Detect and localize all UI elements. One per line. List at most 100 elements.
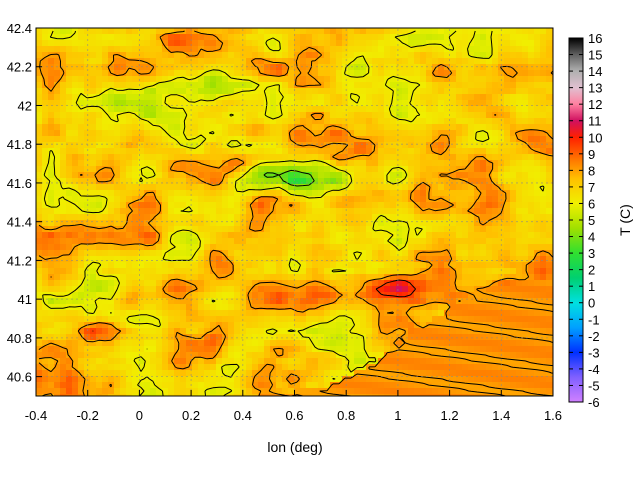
heat-cell — [528, 226, 535, 233]
heat-cell — [522, 100, 529, 107]
heat-cell — [288, 364, 295, 371]
heat-cell — [204, 40, 211, 47]
heat-cell — [312, 28, 319, 35]
heat-cell — [372, 316, 379, 323]
heat-cell — [180, 76, 187, 83]
heat-cell — [318, 220, 325, 227]
heat-cell — [402, 70, 409, 77]
heat-cell — [546, 280, 553, 287]
heat-cell — [120, 256, 127, 263]
heat-cell — [318, 298, 325, 305]
heat-cell — [426, 304, 433, 311]
heat-cell — [132, 220, 139, 227]
heat-cell — [42, 292, 49, 299]
heat-cell — [414, 40, 421, 47]
heat-cell — [234, 142, 241, 149]
heat-cell — [330, 340, 337, 347]
heat-cell — [72, 160, 79, 167]
heat-cell — [312, 154, 319, 161]
heat-cell — [144, 208, 151, 215]
heat-cell — [180, 136, 187, 143]
heat-cell — [174, 172, 181, 179]
heat-cell — [462, 304, 469, 311]
heat-cell — [102, 136, 109, 143]
heat-cell — [246, 316, 253, 323]
heat-cell — [396, 178, 403, 185]
heat-cell — [540, 184, 547, 191]
heat-cell — [258, 262, 265, 269]
heat-cell — [462, 310, 469, 317]
heat-cell — [510, 286, 517, 293]
heat-cell — [150, 334, 157, 341]
heat-cell — [66, 328, 73, 335]
heat-cell — [192, 286, 199, 293]
heat-cell — [126, 238, 133, 245]
heat-cell — [108, 256, 115, 263]
heat-cell — [144, 280, 151, 287]
heat-cell — [252, 358, 259, 365]
heat-cell — [216, 124, 223, 131]
heat-cell — [414, 340, 421, 347]
heat-cell — [402, 220, 409, 227]
heat-cell — [204, 370, 211, 377]
heat-cell — [468, 118, 475, 125]
heat-cell — [222, 316, 229, 323]
heat-cell — [546, 64, 553, 71]
heat-cell — [534, 172, 541, 179]
heat-cell — [186, 106, 193, 113]
heat-cell — [312, 40, 319, 47]
heat-cell — [132, 52, 139, 59]
heat-cell — [414, 304, 421, 311]
heat-cell — [528, 304, 535, 311]
heat-cell — [120, 334, 127, 341]
heat-cell — [66, 238, 73, 245]
heat-cell — [342, 166, 349, 173]
heat-cell — [78, 94, 85, 101]
heat-cell — [108, 64, 115, 71]
heat-cell — [462, 142, 469, 149]
heat-cell — [378, 94, 385, 101]
heat-cell — [138, 40, 145, 47]
heat-cell — [516, 118, 523, 125]
heat-cell — [396, 352, 403, 359]
heat-cell — [306, 208, 313, 215]
heat-cell — [162, 142, 169, 149]
heat-cell — [384, 100, 391, 107]
heat-cell — [486, 40, 493, 47]
heat-cell — [162, 304, 169, 311]
heat-cell — [408, 292, 415, 299]
heat-cell — [438, 136, 445, 143]
heat-cell — [504, 76, 511, 83]
heat-cell — [66, 82, 73, 89]
heat-cell — [180, 112, 187, 119]
heat-cell — [294, 28, 301, 35]
heat-cell — [480, 100, 487, 107]
heat-cell — [360, 46, 367, 53]
heat-cell — [402, 304, 409, 311]
heat-cell — [324, 46, 331, 53]
heat-cell — [36, 106, 43, 113]
heat-cell — [180, 154, 187, 161]
heat-cell — [270, 256, 277, 263]
heat-cell — [156, 238, 163, 245]
heat-cell — [330, 352, 337, 359]
heat-cell — [420, 70, 427, 77]
heat-cell — [138, 256, 145, 263]
heat-cell — [144, 196, 151, 203]
heat-cell — [294, 40, 301, 47]
heat-cell — [204, 244, 211, 251]
heat-cell — [480, 274, 487, 281]
heat-cell — [438, 226, 445, 233]
heat-cell — [258, 184, 265, 191]
heat-cell — [72, 280, 79, 287]
heat-cell — [234, 340, 241, 347]
heat-cell — [408, 220, 415, 227]
heat-cell — [54, 346, 61, 353]
heat-cell — [450, 142, 457, 149]
heat-cell — [288, 196, 295, 203]
heat-cell — [408, 142, 415, 149]
heat-cell — [378, 286, 385, 293]
heat-cell — [318, 202, 325, 209]
heat-cell — [444, 352, 451, 359]
heat-cell — [96, 268, 103, 275]
